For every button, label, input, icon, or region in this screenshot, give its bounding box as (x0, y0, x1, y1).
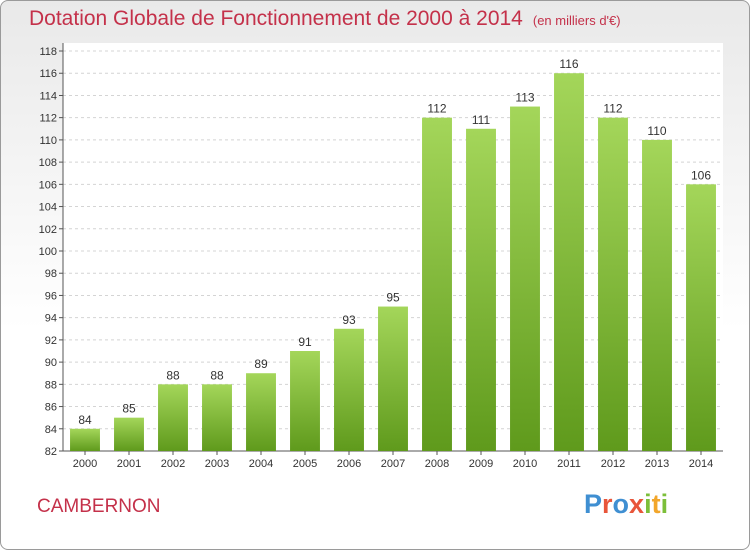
proxiti-logo: Proxiti (584, 489, 668, 520)
bar (290, 351, 320, 451)
y-tick-label: 110 (39, 135, 57, 147)
y-tick-label: 98 (45, 268, 57, 280)
y-tick-label: 90 (45, 357, 57, 369)
x-tick-label: 2010 (513, 458, 537, 470)
commune-name: CAMBERNON (37, 496, 161, 517)
y-tick-label: 94 (45, 313, 57, 325)
logo-letter: i (644, 489, 652, 519)
chart-title-text: Dotation Globale de Fonctionnement de 20… (29, 7, 523, 30)
y-tick-label: 96 (45, 290, 57, 302)
bar (246, 373, 276, 451)
data-label: 112 (603, 102, 622, 116)
x-tick-label: 2011 (557, 458, 581, 470)
bar (510, 106, 540, 452)
data-label: 112 (427, 102, 446, 116)
bar (378, 306, 408, 451)
x-tick-label: 2003 (205, 458, 229, 470)
logo-letter: P (584, 489, 603, 519)
x-tick-label: 2002 (161, 458, 185, 470)
y-tick-label: 118 (39, 46, 57, 58)
bar (202, 384, 232, 451)
data-label: 91 (298, 335, 312, 349)
data-label: 85 (122, 402, 136, 416)
y-tick-label: 88 (45, 379, 57, 391)
y-tick-label: 86 (45, 402, 57, 414)
y-tick-label: 106 (39, 179, 57, 191)
bar (598, 117, 628, 452)
x-tick-label: 2014 (689, 458, 713, 470)
y-tick-label: 116 (39, 68, 57, 80)
chart-unit: (en milliers d'€) (532, 13, 621, 28)
logo-letter: o (612, 489, 630, 519)
bar (466, 128, 496, 451)
x-tick-label: 2013 (645, 458, 669, 470)
data-label: 95 (386, 291, 400, 305)
bar-chart: 82 84 86 88 90 92 94 96 98 100 102 104 106 108 110 112 1… (39, 43, 723, 470)
y-tick-label: 102 (39, 224, 57, 236)
chart-title: Dotation Globale de Fonctionnement de 20… (29, 7, 621, 31)
data-label: 116 (559, 57, 578, 71)
x-tick-label: 2000 (73, 458, 97, 470)
y-tick-label: 82 (45, 446, 57, 458)
data-label: 93 (342, 313, 356, 327)
x-tick-label: 2009 (469, 458, 493, 470)
bar (686, 184, 716, 452)
bar (70, 428, 100, 451)
data-label: 113 (515, 91, 534, 105)
bar (158, 384, 188, 451)
bar (642, 139, 672, 451)
y-tick-label: 108 (39, 157, 57, 169)
bar (422, 117, 452, 452)
y-tick-label: 92 (45, 335, 57, 347)
x-tick-label: 2006 (337, 458, 361, 470)
x-tick-label: 2004 (249, 458, 273, 470)
data-label: 111 (472, 113, 491, 127)
y-tick-label: 100 (39, 246, 57, 258)
logo-letter: i (660, 489, 669, 519)
data-label: 84 (78, 413, 92, 427)
logo-letter: x (629, 489, 645, 519)
y-tick-label: 104 (39, 202, 57, 214)
y-tick-label: 114 (39, 90, 57, 102)
y-tick-label: 112 (39, 113, 57, 125)
x-tick-label: 2012 (601, 458, 625, 470)
x-tick-label: 2008 (425, 458, 449, 470)
data-label: 88 (166, 368, 180, 382)
y-tick-label: 84 (45, 424, 57, 436)
x-tick-label: 2007 (381, 458, 405, 470)
logo-letter: r (602, 489, 613, 519)
data-label: 89 (254, 357, 268, 371)
logo-letter: t (651, 489, 661, 519)
data-label: 110 (647, 124, 666, 138)
x-tick-label: 2005 (293, 458, 317, 470)
bar (114, 417, 144, 451)
x-tick-label: 2001 (117, 458, 141, 470)
data-label: 88 (210, 368, 224, 382)
data-label: 106 (691, 168, 711, 182)
bar (334, 328, 364, 451)
bar (554, 73, 584, 451)
